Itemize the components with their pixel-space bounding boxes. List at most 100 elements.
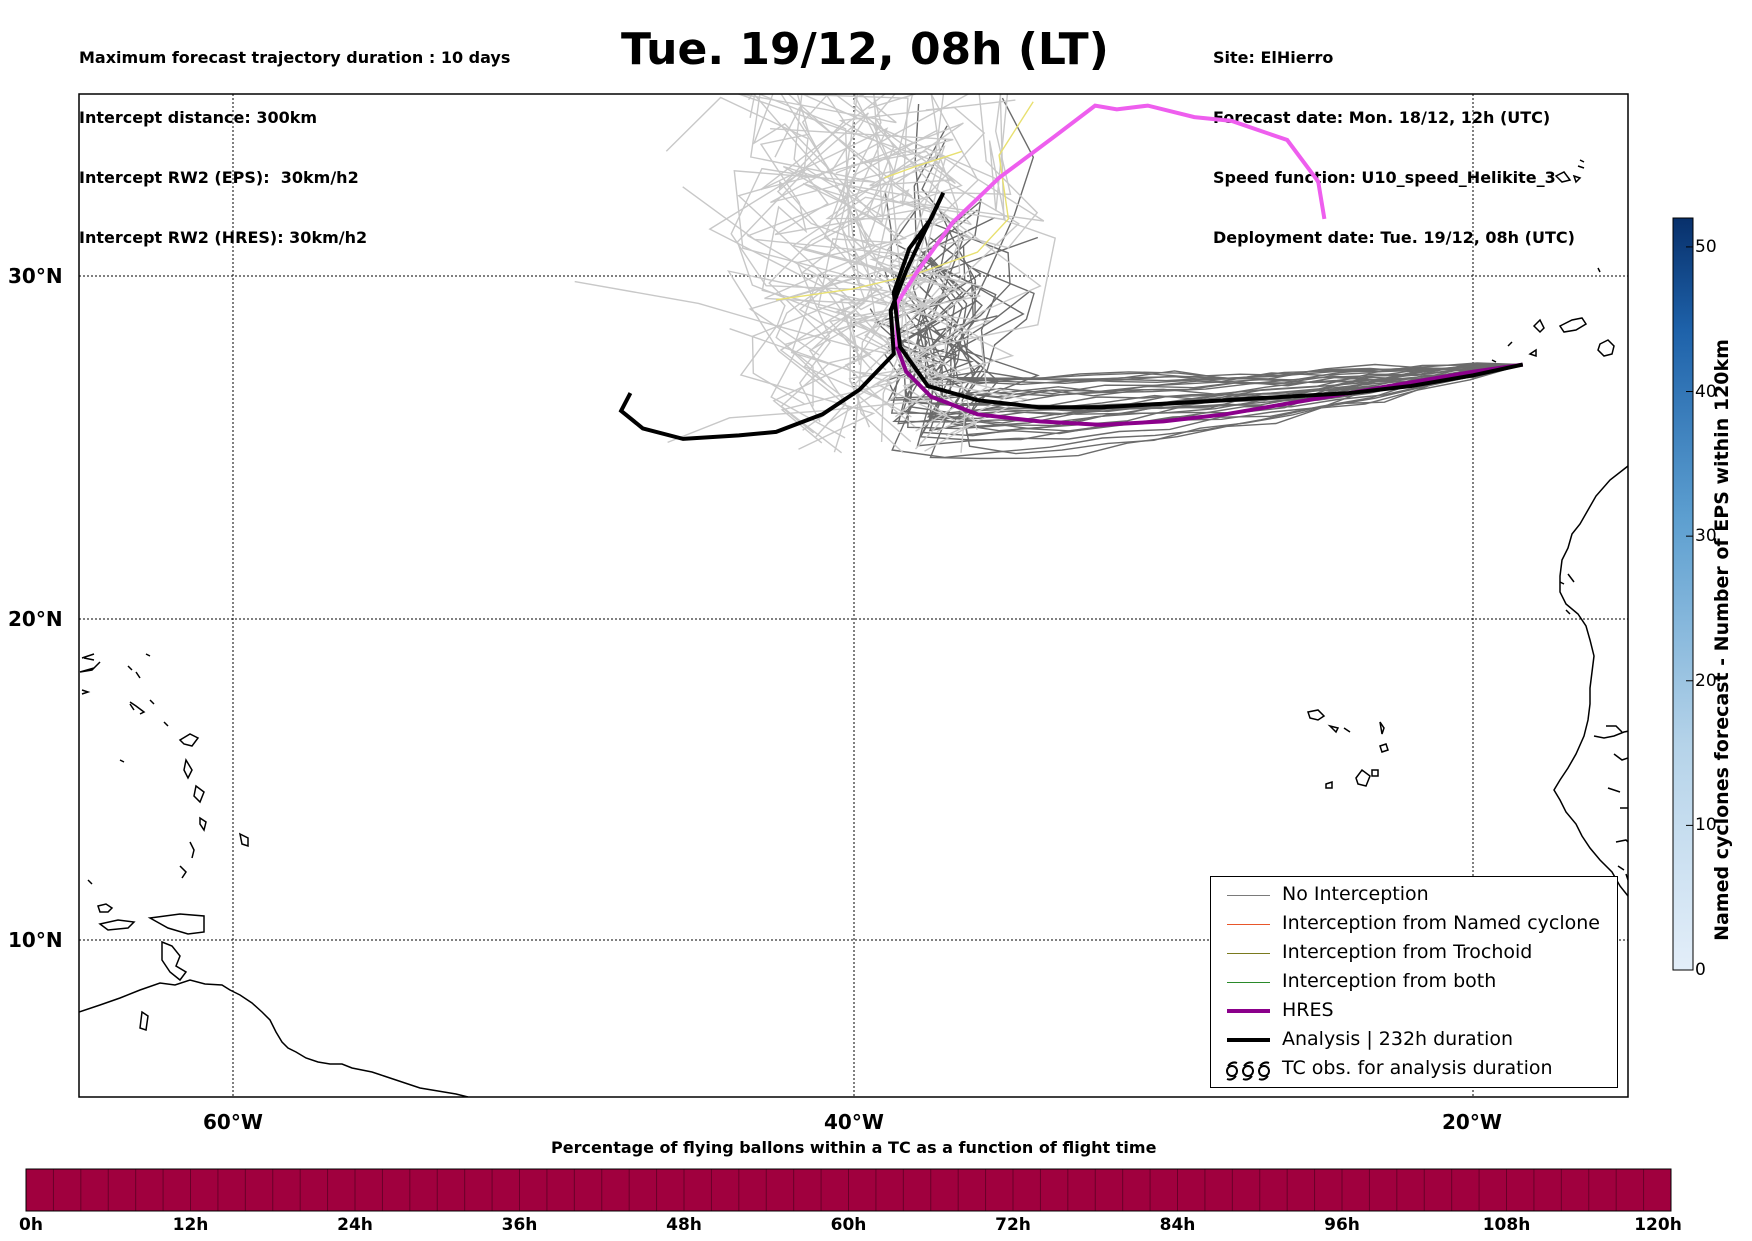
hres-track bbox=[895, 346, 1523, 427]
ensemble-track-no-interception bbox=[963, 266, 1523, 397]
colorbar-fill bbox=[1672, 217, 1694, 971]
ensemble-track-no-interception bbox=[891, 234, 1523, 459]
timebar-tick-24h: 24h bbox=[337, 1215, 373, 1235]
ensemble-track-no-interception bbox=[932, 315, 1523, 400]
timebar-tick-72h: 72h bbox=[995, 1215, 1031, 1235]
timebar-tick-12h: 12h bbox=[172, 1215, 209, 1235]
param-line-forecast-date: Forecast date: Mon. 18/12, 12h (UTC) bbox=[1213, 108, 1551, 127]
timebar bbox=[25, 1168, 1672, 1212]
ensemble-track-no-interception bbox=[914, 103, 1523, 381]
ensemble-track-no-interception bbox=[964, 327, 1523, 455]
ensemble-track-extended bbox=[897, 94, 1039, 374]
ensemble-track-extended bbox=[890, 94, 1057, 431]
legend-swatch bbox=[1227, 953, 1270, 954]
colorbar bbox=[1672, 217, 1694, 971]
ensemble-track-extended bbox=[802, 94, 1015, 450]
lat-label-10n: 10°N bbox=[8, 928, 63, 952]
legend-swatch bbox=[1227, 1038, 1270, 1042]
ensemble-track-extended bbox=[846, 153, 1045, 452]
lon-label-40w: 40°W bbox=[824, 1110, 884, 1134]
coast-antilles bbox=[79, 653, 249, 885]
ensemble-track-extended bbox=[730, 94, 879, 438]
lat-label-30n: 30°N bbox=[8, 264, 63, 288]
colorbar-tick-20: 20 bbox=[1695, 670, 1717, 691]
legend-label: Interception from Trochoid bbox=[1282, 941, 1533, 963]
ensemble-track-extended bbox=[866, 106, 1017, 433]
timebar-tick-0h: 0h bbox=[19, 1215, 43, 1235]
ensemble-track-extended bbox=[667, 399, 932, 444]
timebar-tick-120h: 120h bbox=[1634, 1215, 1682, 1235]
colorbar-tick-0: 0 bbox=[1695, 960, 1706, 980]
param-line-deployment-date: Deployment date: Tue. 19/12, 08h (UTC) bbox=[1213, 228, 1575, 247]
param-line-distance: Intercept distance: 300km bbox=[79, 108, 318, 127]
legend-label: HRES bbox=[1282, 999, 1334, 1021]
ensemble-track-extended bbox=[665, 96, 907, 425]
ensemble-track-no-interception bbox=[898, 251, 1523, 420]
map-frame bbox=[78, 93, 1629, 1098]
legend-swatch bbox=[1227, 924, 1270, 925]
cyclone-symbol-icon bbox=[1226, 1061, 1270, 1081]
colorbar-tick-40: 40 bbox=[1695, 381, 1717, 402]
colorbar-tick-30: 30 bbox=[1695, 526, 1717, 547]
coast-caribbean-islands bbox=[97, 903, 205, 1031]
ensemble-track-extended bbox=[708, 94, 884, 405]
lon-label-60w: 60°W bbox=[203, 1110, 263, 1134]
lon-label-20w: 20°W bbox=[1442, 1110, 1502, 1134]
param-line-rw2-hres: Intercept RW2 (HRES): 30km/h2 bbox=[79, 228, 368, 247]
timebar-tick-60h: 60h bbox=[830, 1215, 867, 1235]
colorbar-title: Named cyclones forecast - Number of EPS … bbox=[1711, 339, 1733, 941]
analysis-track bbox=[618, 191, 1524, 441]
timebar-tick-96h: 96h bbox=[1324, 1215, 1360, 1235]
ensemble-track-extended bbox=[736, 94, 941, 352]
legend-swatch bbox=[1227, 895, 1270, 896]
coast-south-america bbox=[79, 979, 469, 1097]
timebar-title: Percentage of flying ballons within a TC… bbox=[551, 1138, 1157, 1157]
coast-africa-islands bbox=[1559, 573, 1628, 881]
lat-label-20n: 20°N bbox=[8, 607, 63, 631]
map-gridlines bbox=[79, 94, 1628, 1097]
ensemble-track-no-interception bbox=[925, 220, 1523, 380]
ensemble-track-extended bbox=[857, 124, 965, 443]
ensemble-track-extended bbox=[838, 99, 1020, 453]
ensemble-track-extended bbox=[757, 94, 929, 454]
ensemble-track-no-interception bbox=[921, 138, 1523, 384]
legend-label: TC obs. for analysis duration bbox=[1282, 1057, 1553, 1079]
legend-swatch bbox=[1227, 1009, 1270, 1013]
ensemble-track-extended bbox=[782, 94, 972, 400]
ensemble-track-extended bbox=[767, 94, 910, 423]
timebar-tick-108h: 108h bbox=[1482, 1215, 1531, 1235]
timebar-tick-36h: 36h bbox=[501, 1215, 538, 1235]
ensemble-track-extended bbox=[574, 280, 947, 366]
coast-canaries bbox=[1491, 317, 1615, 363]
colorbar-tick-50: 50 bbox=[1695, 236, 1717, 257]
legend-label: Interception from Named cyclone bbox=[1282, 912, 1600, 934]
colorbar-tick-10: 10 bbox=[1695, 815, 1717, 836]
legend-label: Interception from both bbox=[1282, 970, 1497, 992]
timebar-tick-48h: 48h bbox=[666, 1215, 702, 1235]
coastlines bbox=[79, 159, 1628, 1097]
coast-cape-verde bbox=[1307, 709, 1389, 789]
coast-madeira bbox=[1554, 159, 1601, 273]
param-line-duration: Maximum forecast trajectory duration : 1… bbox=[79, 48, 511, 67]
coast-africa bbox=[1553, 465, 1628, 897]
legend-label: No Interception bbox=[1282, 883, 1429, 905]
param-line-site: Site: ElHierro bbox=[1213, 48, 1334, 67]
ensemble-track-no-interception bbox=[913, 216, 1523, 389]
legend-swatch bbox=[1227, 982, 1270, 983]
timebar-tick-84h: 84h bbox=[1159, 1215, 1196, 1235]
ensemble-track-extended bbox=[764, 122, 964, 439]
ensemble-track-extended bbox=[800, 94, 934, 371]
ensemble-track-no-interception bbox=[925, 256, 1523, 432]
map-legend: No Interception Interception from Named … bbox=[1210, 876, 1618, 1088]
forecast-parameters: Maximum forecast trajectory duration : 1… bbox=[79, 8, 510, 268]
ensemble-track-yellow bbox=[884, 150, 963, 179]
ensemble-track-extended bbox=[759, 94, 871, 352]
legend-label: Analysis | 232h duration bbox=[1282, 1028, 1514, 1050]
page-title: Tue. 19/12, 08h (LT) bbox=[621, 24, 1109, 75]
ensemble-track-extended bbox=[868, 94, 984, 422]
hres-track-upper bbox=[894, 103, 1327, 347]
timebar-fill bbox=[25, 1168, 1672, 1212]
ensemble-track-no-interception bbox=[913, 221, 1523, 460]
param-line-rw2-eps: Intercept RW2 (EPS): 30km/h2 bbox=[79, 168, 359, 187]
